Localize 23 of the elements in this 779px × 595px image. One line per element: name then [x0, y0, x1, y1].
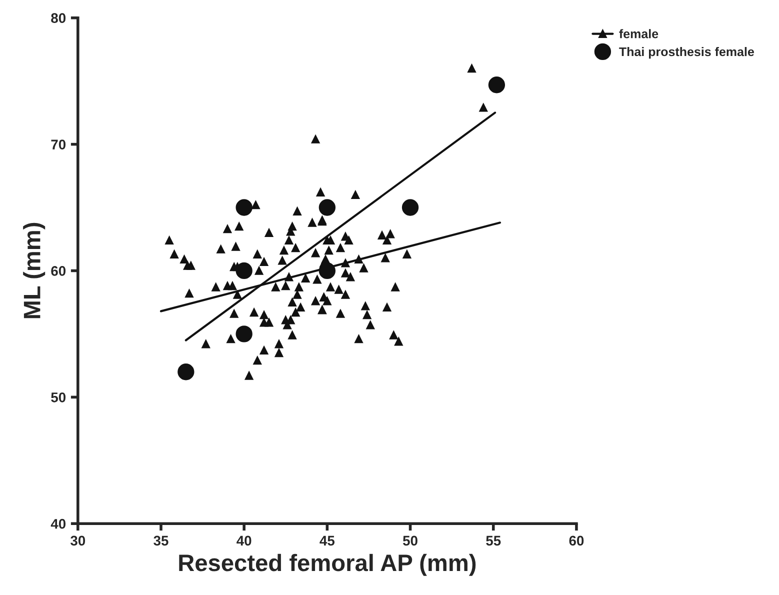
point	[236, 262, 252, 280]
legend-label: Thai prosthesis female	[619, 47, 754, 59]
point	[236, 326, 252, 342]
x-tick-label: 50	[402, 536, 418, 546]
point	[318, 199, 336, 216]
y-axis-title: ML (mm)	[23, 222, 46, 318]
x-tick-label: 30	[70, 536, 86, 546]
y-tick-label: 50	[51, 392, 66, 402]
point	[236, 199, 252, 216]
legend-label: female	[619, 29, 658, 38]
point	[178, 364, 194, 380]
y-tick-label: 80	[51, 13, 66, 24]
x-tick-label: 35	[154, 536, 168, 546]
y-tick-label: 70	[51, 140, 66, 150]
x-tick-label: 40	[236, 536, 252, 546]
x-tick-label: 45	[320, 536, 335, 546]
y-tick-label: 40	[50, 518, 66, 529]
x-axis-title: Resected femoral AP (mm)	[179, 554, 476, 576]
point	[402, 199, 419, 216]
x-tick-label: 55	[486, 536, 501, 546]
point	[488, 76, 506, 94]
x-tick-label: 60	[569, 536, 584, 546]
y-tick-label: 60	[51, 266, 66, 276]
